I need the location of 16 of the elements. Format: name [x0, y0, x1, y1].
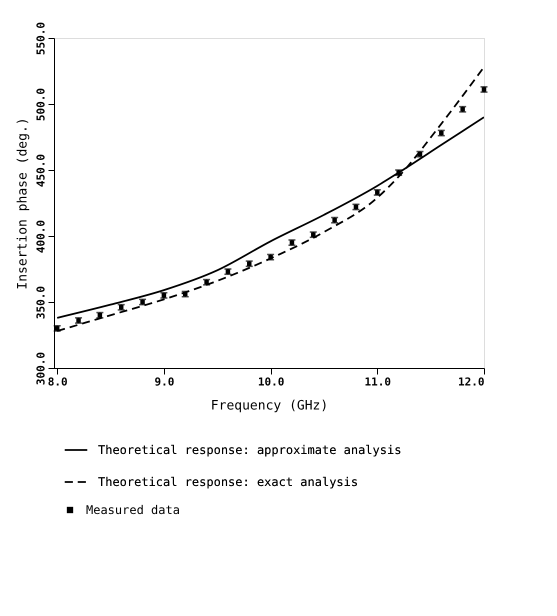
legend-label: Measured data	[86, 503, 180, 517]
x-tick-label: 12.0	[458, 376, 484, 388]
y-tick-label: 550.0	[34, 22, 48, 56]
legend-label: Theoretical response: approximate analysis	[98, 443, 402, 457]
y-tick-label: 450.0	[34, 154, 48, 188]
legend-label: Theoretical response: exact analysis	[98, 475, 358, 489]
y-axis-title: Insertion phase (deg.)	[16, 117, 30, 290]
x-tick-label: 10.0	[258, 376, 284, 388]
x-tick-label: 11.0	[364, 376, 392, 388]
y-tick-label: 500.0	[34, 88, 48, 122]
x-tick-label: 9.0	[154, 376, 174, 388]
x-tick-label: 8.0	[48, 376, 68, 388]
y-tick-label: 350.0	[34, 286, 48, 320]
y-tick-label: 400.0	[34, 220, 48, 254]
y-tick-label: 300.0	[34, 352, 48, 386]
x-axis-title: Frequency (GHz)	[210, 398, 328, 414]
